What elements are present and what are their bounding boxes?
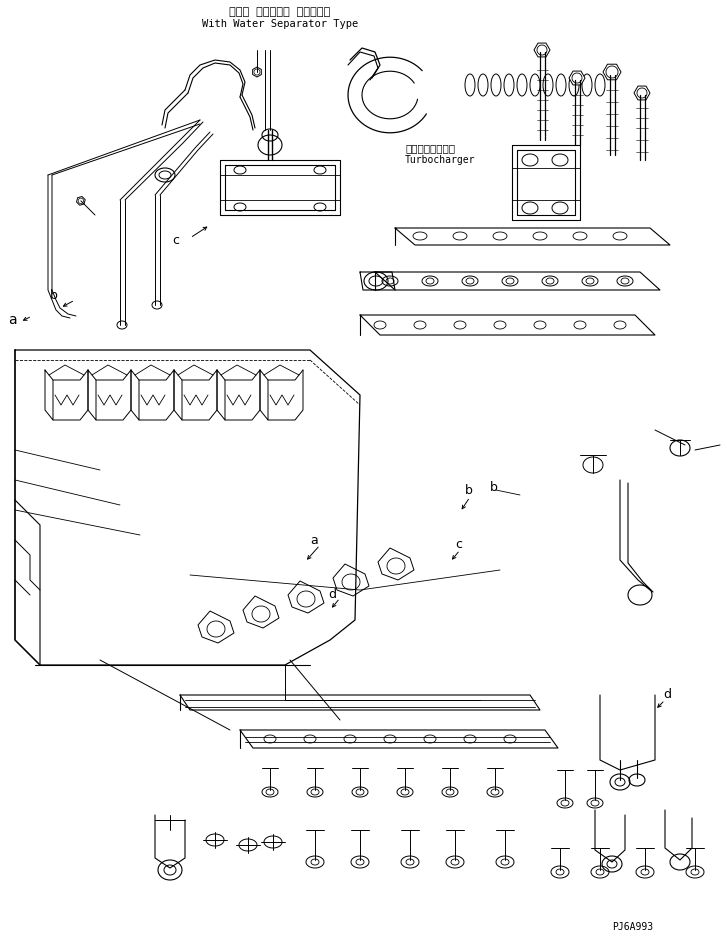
Polygon shape [603, 64, 621, 80]
Polygon shape [253, 67, 261, 77]
Text: With Water Separator Type: With Water Separator Type [202, 19, 358, 29]
Polygon shape [634, 86, 650, 100]
Text: c: c [455, 538, 462, 551]
Text: b: b [50, 289, 58, 301]
Polygon shape [378, 548, 414, 580]
Polygon shape [569, 72, 585, 85]
Polygon shape [198, 611, 234, 643]
Polygon shape [333, 564, 369, 596]
Text: a: a [8, 313, 17, 327]
Text: d: d [663, 689, 671, 701]
Text: a: a [310, 534, 318, 547]
Polygon shape [534, 43, 550, 56]
Polygon shape [288, 581, 324, 613]
Text: d: d [328, 588, 336, 601]
Text: b: b [490, 481, 498, 493]
Text: ターボチャージャ: ターボチャージャ [405, 143, 455, 153]
Text: c: c [172, 233, 179, 247]
Text: b: b [465, 484, 473, 497]
Polygon shape [76, 197, 85, 205]
Text: Turbocharger: Turbocharger [405, 155, 475, 165]
Polygon shape [243, 596, 279, 628]
Text: PJ6A993: PJ6A993 [612, 922, 653, 932]
Text: ウォー タセパレー タ付タイプ: ウォー タセパレー タ付タイプ [230, 7, 331, 17]
